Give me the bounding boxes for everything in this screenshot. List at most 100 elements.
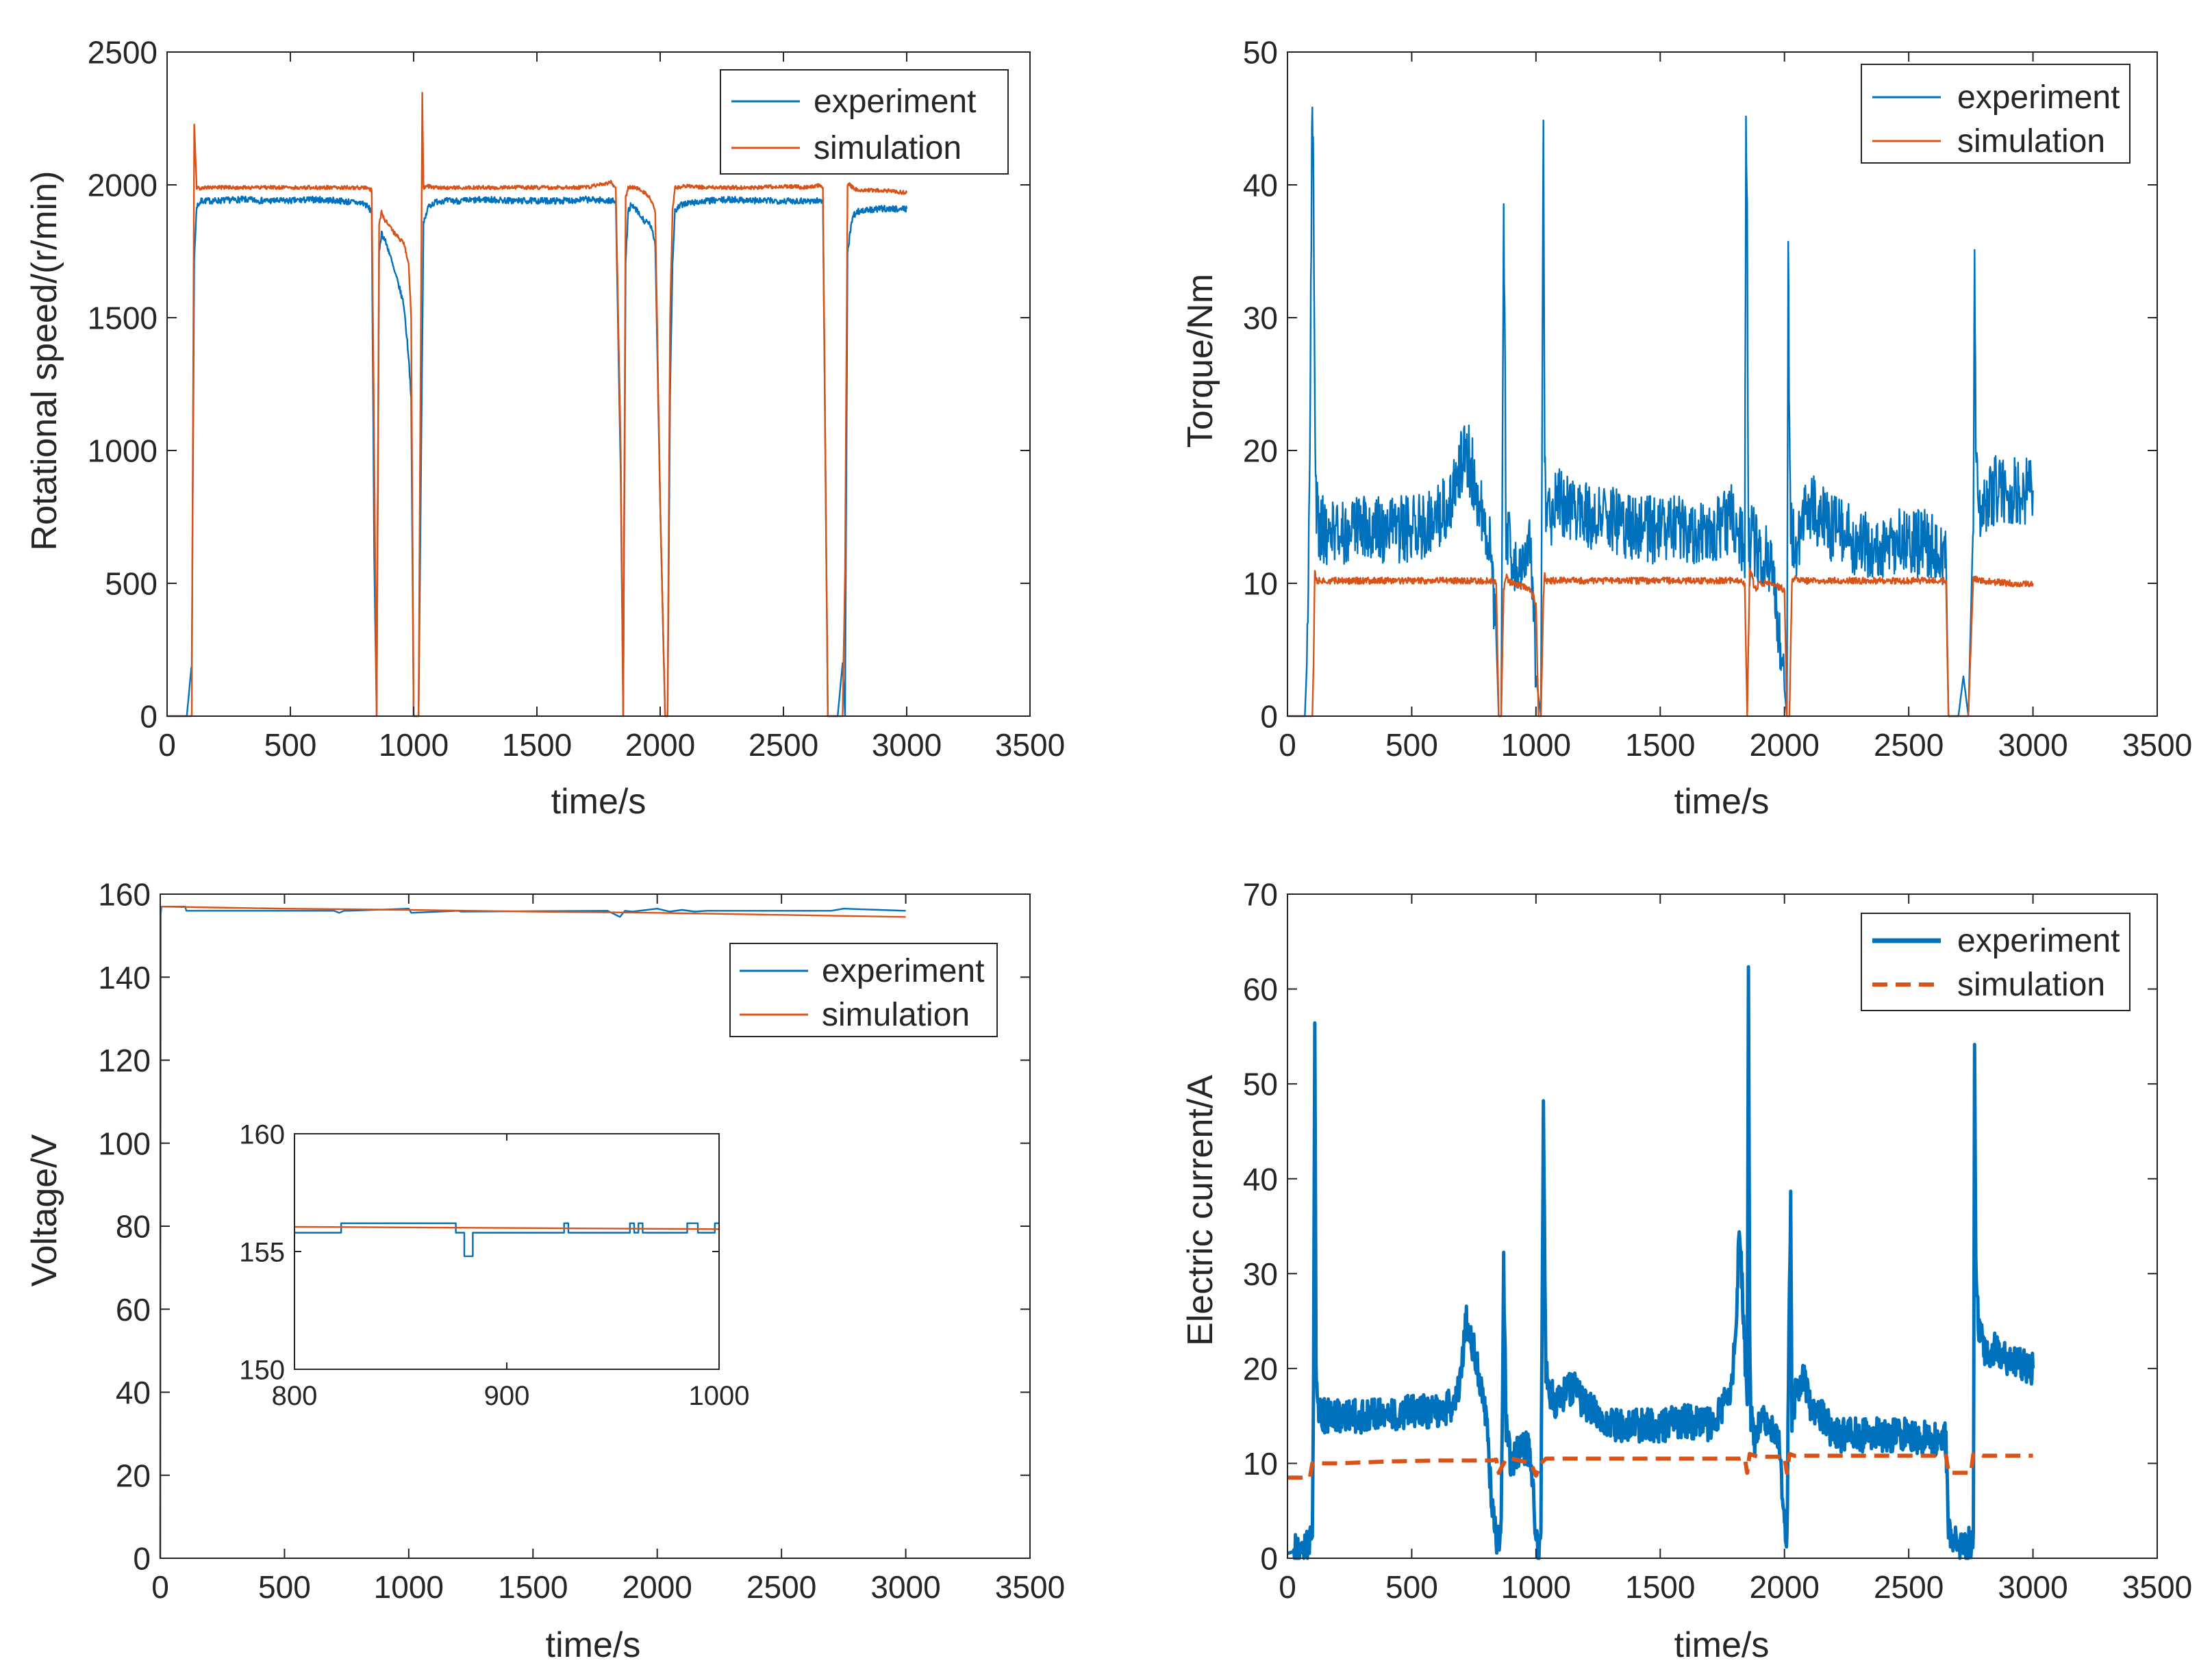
y-tick-label: 50	[1243, 35, 1278, 71]
axes-box	[166, 51, 1031, 717]
x-tick-label: 1000	[689, 1381, 750, 1411]
torque-chart: 0 500 1000 1500 2000 2500 3000 350001020304050 …	[1181, 35, 2192, 822]
series-layer	[1287, 106, 2034, 718]
y-tick-label: 155	[239, 1237, 285, 1267]
legend: experiment simulation	[1861, 64, 2131, 164]
y-tick-label: 120	[98, 1043, 151, 1078]
series-line-experiment	[1287, 106, 2034, 718]
rotational-speed-chart: 0 500 1000 1500 2000 2500 3000 3500 0 500 1000 1500…	[25, 35, 1065, 822]
x-tick-label: 3000	[872, 727, 942, 763]
series-line-simulation	[1287, 568, 2034, 718]
x-tick-label: 3000	[1998, 727, 2068, 763]
series-line-experiment	[166, 195, 908, 718]
legend-box	[720, 69, 1009, 175]
x-tick-label: 2000	[625, 727, 695, 763]
legend-label-experiment: experiment	[822, 953, 984, 989]
x-tick-label: 1500	[1625, 727, 1695, 763]
voltage-chart: 0 500 1000 1500 2000 2500 3000 3500 0 20 40 60 80 100…	[25, 877, 1065, 1665]
legend: experiment simulation	[720, 69, 1009, 175]
y-tick-label: 60	[116, 1292, 151, 1328]
y-axis-title: Torque/Nm	[1181, 274, 1220, 448]
y-tick-label: 20	[1243, 1351, 1278, 1386]
x-tick-label: 500	[1385, 1569, 1438, 1605]
x-tick-label: 1000	[379, 727, 449, 763]
y-tick-label: 40	[1243, 1161, 1278, 1197]
x-tick-label: 500	[264, 727, 317, 763]
x-tick-label: 3500	[2122, 727, 2192, 763]
y-tick-label: 140	[98, 960, 151, 995]
legend-label-simulation: simulation	[1957, 967, 2105, 1003]
y-tick-label: 0	[133, 1541, 151, 1577]
legend-box	[1861, 913, 2131, 1011]
series-line-experiment	[159, 906, 906, 1559]
y-tick-label: 500	[105, 566, 158, 602]
x-tick-label: 2000	[1750, 1569, 1820, 1605]
series-line-simulation	[166, 92, 908, 718]
y-axis-title: Voltage/V	[25, 1134, 64, 1286]
y-tick-label: 1500	[88, 301, 158, 336]
x-axis-title: time/s	[546, 1625, 641, 1665]
y-tick-label: 150	[239, 1355, 285, 1385]
y-tick-label: 50	[1243, 1067, 1278, 1102]
y-axis-title: Electric current/A	[1181, 1075, 1220, 1346]
y-tick-label: 160	[239, 1119, 285, 1150]
x-tick-label: 2500	[1874, 727, 1944, 763]
x-tick-label: 0	[158, 727, 176, 763]
x-tick-label: 0	[1279, 727, 1296, 763]
y-tick-label: 100	[98, 1126, 151, 1161]
axes: 0 500 1000 1500 2000 2500 3000 3500 0 10 20 30 40 50	[1243, 35, 2192, 763]
legend-label-experiment: experiment	[1957, 79, 2120, 116]
x-tick-label: 0	[151, 1569, 169, 1605]
x-axis-title: time/s	[551, 782, 646, 822]
x-tick-label: 1500	[1625, 1569, 1695, 1605]
axes-box	[1287, 893, 2158, 1559]
y-tick-label: 2500	[88, 35, 158, 71]
series-layer	[1286, 965, 2035, 1560]
y-tick-label: 20	[1243, 433, 1278, 469]
x-tick-label: 2500	[746, 1569, 816, 1605]
x-tick-label: 1500	[498, 1569, 568, 1605]
series-layer	[294, 1222, 720, 1258]
series-line-simulation	[1287, 1451, 2033, 1480]
y-tick-label: 80	[116, 1209, 151, 1245]
x-tick-label: 900	[484, 1381, 530, 1411]
x-tick-label: 1500	[502, 727, 572, 763]
y-tick-label: 0	[1260, 699, 1278, 735]
y-tick-label: 30	[1243, 1256, 1278, 1292]
y-tick-label: 60	[1243, 972, 1278, 1007]
x-tick-label: 0	[1279, 1569, 1296, 1605]
legend-box	[1861, 64, 2131, 164]
series-line-experiment	[1286, 965, 2035, 1560]
series-layer	[166, 92, 908, 718]
series-line-simulation	[294, 1226, 720, 1230]
x-tick-label: 3500	[2122, 1569, 2192, 1605]
legend-label-simulation: simulation	[822, 997, 970, 1033]
y-tick-label: 20	[116, 1458, 151, 1493]
x-tick-label: 2500	[749, 727, 818, 763]
legend-label-experiment: experiment	[1957, 923, 2120, 959]
x-tick-label: 1000	[374, 1569, 444, 1605]
y-tick-label: 0	[1260, 1541, 1278, 1577]
y-tick-label: 2000	[88, 168, 158, 203]
series-layer	[159, 906, 906, 1559]
y-tick-label: 160	[98, 877, 151, 913]
x-tick-label: 2000	[1750, 727, 1820, 763]
x-axis-title: time/s	[1674, 782, 1770, 822]
y-axis-title: Rotational speed/(r/min)	[25, 171, 64, 551]
inset-chart: 800 900 1000 150 155 160	[239, 1119, 749, 1411]
legend-box	[729, 943, 998, 1037]
x-tick-label: 1000	[1501, 727, 1571, 763]
legend: experiment simulation	[729, 943, 998, 1037]
legend: experiment simulation	[1861, 913, 2131, 1011]
x-tick-label: 3500	[995, 727, 1065, 763]
electric-current-chart: 0 500 1000 1500 2000 2500 3000 3500 0 10 20 30 40 50 6…	[1181, 877, 2192, 1665]
legend-label-simulation: simulation	[1957, 123, 2105, 160]
x-tick-label: 800	[272, 1381, 318, 1411]
x-tick-label: 2500	[1874, 1569, 1944, 1605]
y-tick-label: 1000	[88, 433, 158, 469]
y-tick-label: 40	[1243, 168, 1278, 203]
series-line-simulation	[159, 906, 906, 1559]
y-tick-label: 10	[1243, 566, 1278, 602]
y-tick-label: 30	[1243, 301, 1278, 336]
